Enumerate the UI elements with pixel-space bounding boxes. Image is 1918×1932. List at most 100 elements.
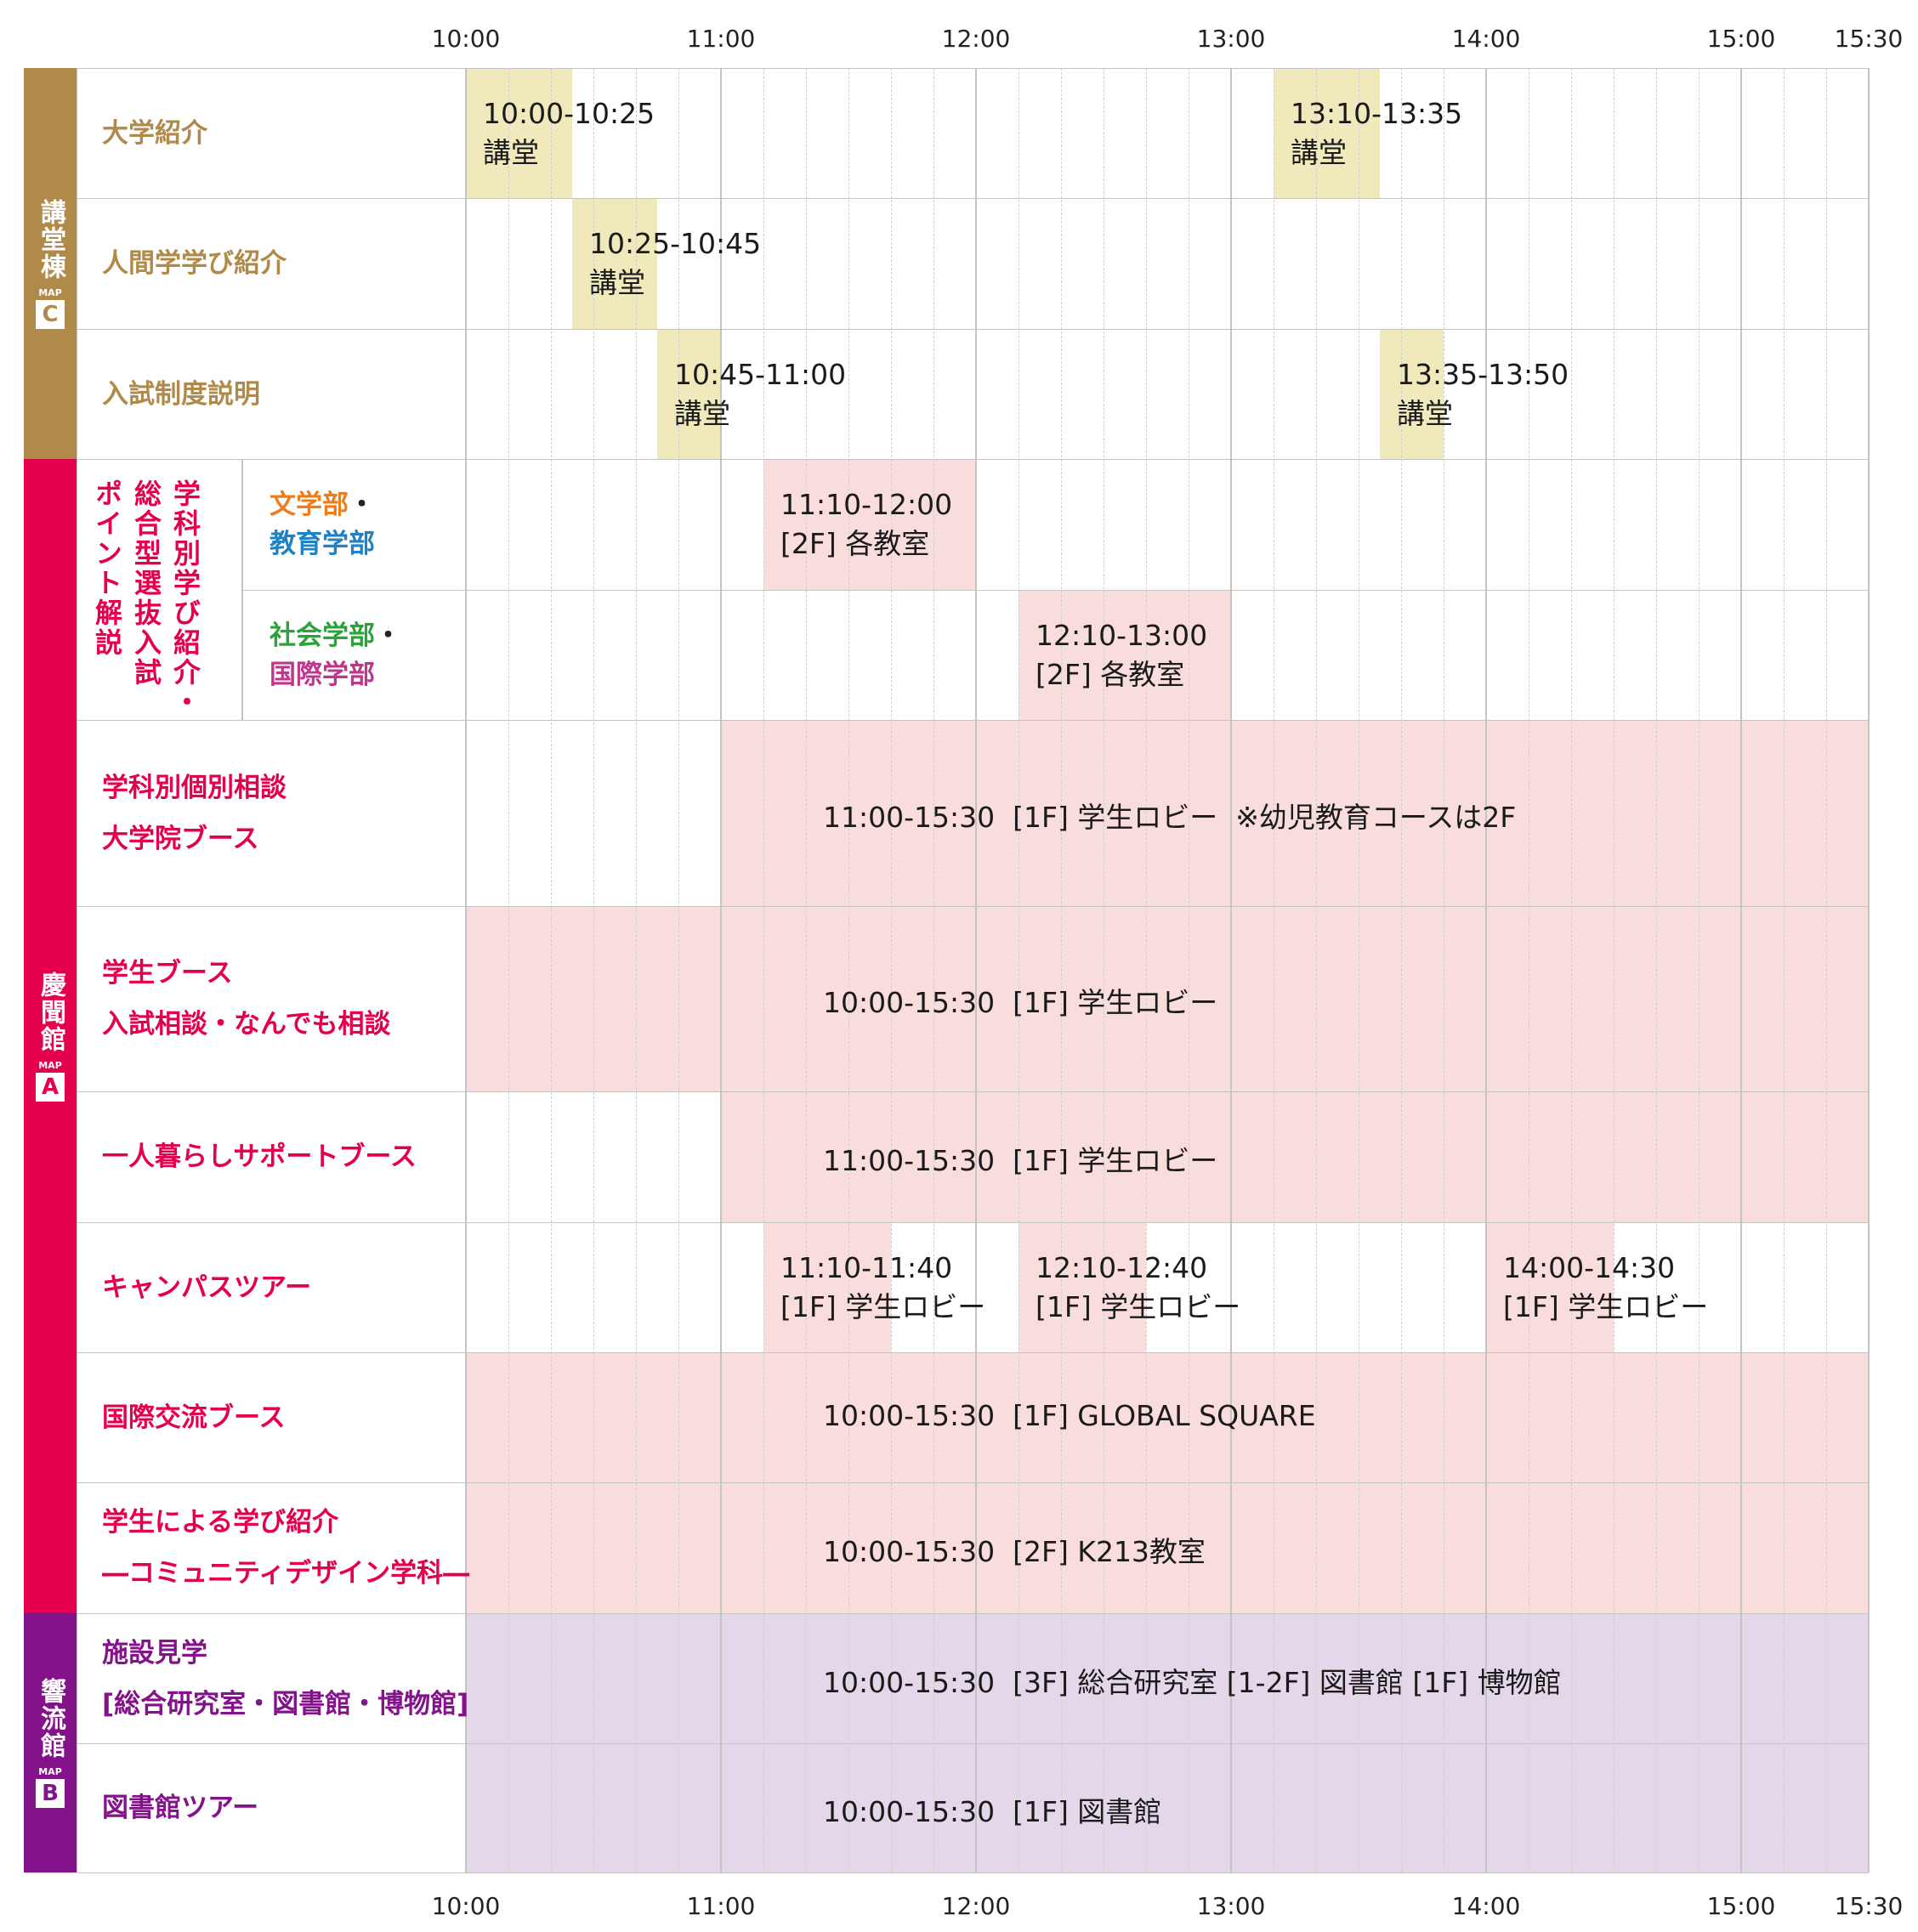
time-tick-top: 11:00 [686, 25, 756, 53]
row-divider [77, 720, 1869, 721]
event-block[interactable] [466, 68, 572, 198]
map-label: MAP [38, 286, 62, 298]
event-block[interactable] [466, 1613, 1869, 1743]
event-block[interactable] [1274, 68, 1380, 198]
event-place: [2F] 各教室 [780, 527, 930, 560]
event-block[interactable] [721, 720, 1869, 906]
row-label-line: 入試制度説明 [102, 378, 260, 410]
ten-minute-gridline [1826, 68, 1827, 1873]
building-bar: 講堂棟 MAP C [24, 68, 77, 459]
event-place: [1F] 学生ロビー [1036, 1289, 1241, 1323]
event-time: 14:00-14:30 [1503, 1250, 1676, 1284]
event-block[interactable] [466, 1743, 1869, 1873]
event-text: 11:10-11:40 [1F] 学生ロビー [780, 1249, 985, 1327]
grid-right-border [1868, 68, 1870, 1873]
event-place: [1F] 学生ロビー [780, 1289, 986, 1323]
row-divider [242, 590, 1869, 591]
row-divider [77, 1743, 1869, 1744]
event-block[interactable] [1486, 1222, 1614, 1352]
event-block[interactable] [721, 1091, 1869, 1222]
hour-gridline [1485, 68, 1487, 1873]
event-text: 10:00-10:25 講堂 [483, 94, 655, 173]
row-label: 入試制度説明 [102, 375, 260, 414]
faculty-text: 教育学部 [270, 529, 375, 559]
map-label: MAP [38, 1059, 62, 1071]
row-divider [77, 1482, 1869, 1483]
event-block[interactable] [1380, 329, 1444, 459]
time-tick-bottom: 15:30 [1834, 1892, 1904, 1920]
row-divider [77, 1222, 1869, 1223]
event-block[interactable] [763, 459, 976, 590]
map-letter-badge: B [36, 1779, 65, 1808]
faculty-name: 社会学部・ [270, 616, 401, 655]
event-time: 10:45-11:00 [674, 357, 847, 391]
event-text: 10:00-15:30 [1F] 図書館 [823, 1795, 1162, 1828]
event-place: 講堂 [483, 135, 539, 169]
event-text: 11:10-12:00 [2F] 各教室 [780, 485, 952, 564]
row-label-line: 入試相談・なんでも相談 [102, 1009, 391, 1040]
event-text: 14:00-14:30 [1F] 学生ロビー [1503, 1249, 1708, 1327]
ten-minute-gridline [1699, 68, 1700, 1873]
event-text: 11:00-15:30 [1F] 学生ロビー [823, 1144, 1218, 1177]
event-block[interactable] [1019, 590, 1231, 720]
event-time: 10:25-10:45 [589, 227, 762, 260]
event-block[interactable] [466, 906, 1869, 1091]
building-name: 響流館 [36, 1678, 65, 1759]
ten-minute-gridline [1401, 68, 1402, 1873]
hour-gridline [1740, 68, 1742, 1873]
event-place: 講堂 [589, 266, 645, 299]
event-time: 12:10-13:00 [1036, 618, 1208, 652]
ten-minute-gridline [1146, 68, 1147, 1873]
row-label-line: キャンパスツアー [102, 1272, 312, 1303]
hour-gridline [720, 68, 722, 1873]
row-label-line: 一人暮らしサポートブース [102, 1142, 417, 1172]
row-divider [77, 68, 1869, 69]
event-block[interactable] [466, 1482, 1869, 1613]
row-label-line: 人間学学び紹介 [102, 248, 287, 279]
map-label: MAP [38, 1766, 62, 1777]
event-place: [2F] 各教室 [1036, 657, 1185, 691]
ten-minute-gridline [763, 68, 764, 1873]
time-tick-bottom: 10:00 [431, 1892, 501, 1920]
row-label-line: 図書館ツアー [102, 1793, 259, 1823]
event-block[interactable] [657, 329, 721, 459]
row-label-line: [総合研究室・図書館・博物館] [102, 1688, 469, 1720]
row-divider [77, 906, 1869, 907]
ten-minute-gridline [1061, 68, 1062, 1873]
faculty-separator: ・ [375, 620, 401, 651]
row-label: 学生ブース 入試相談・なんでも相談 [102, 948, 390, 1050]
event-text: 10:00-15:30 [1F] 学生ロビー [823, 986, 1218, 1019]
group-label-col1: 学科別学び紹介・ [169, 479, 201, 717]
event-text: 13:35-13:50 講堂 [1397, 355, 1569, 433]
row-divider [77, 1352, 1869, 1353]
time-tick-bottom: 13:00 [1196, 1892, 1266, 1920]
map-letter-badge: C [36, 299, 65, 329]
event-text: 10:00-15:30 [3F] 総合研究室 [1-2F] 図書館 [1F] 博… [823, 1665, 1562, 1699]
ten-minute-gridline [551, 68, 552, 1873]
event-block[interactable] [763, 1222, 891, 1352]
event-text: 12:10-13:00 [2F] 各教室 [1036, 616, 1207, 694]
event-block[interactable] [572, 198, 657, 329]
grid-left-border [465, 68, 467, 1873]
ten-minute-gridline [678, 68, 679, 1873]
event-block[interactable] [466, 1352, 1869, 1482]
event-place: 講堂 [1397, 396, 1453, 430]
faculty-name: 国際学部 [270, 655, 401, 694]
faculty-text: 文学部 [270, 490, 349, 520]
ten-minute-gridline [806, 68, 807, 1873]
row-label-line: ―コミュニティデザイン学科― [102, 1558, 470, 1589]
group-label-col3: ポイント解説 [91, 479, 123, 658]
row-label: 学科別個別相談 大学院ブース [102, 762, 287, 864]
faculty-name: 文学部・ [270, 485, 375, 524]
ten-minute-gridline [933, 68, 934, 1873]
event-place: 講堂 [1291, 135, 1347, 169]
building-bar: 慶聞館 MAP A [24, 459, 77, 1613]
event-text: 10:00-15:30 [1F] GLOBAL SQUARE [823, 1398, 1316, 1432]
event-text: 10:25-10:45 講堂 [589, 224, 761, 303]
row-label: キャンパスツアー [102, 1268, 311, 1307]
time-tick-top: 12:00 [941, 25, 1011, 53]
event-block[interactable] [1019, 1222, 1146, 1352]
event-time: 10:00-10:25 [483, 96, 655, 130]
row-label-line: 学科別個別相談 [102, 772, 287, 803]
